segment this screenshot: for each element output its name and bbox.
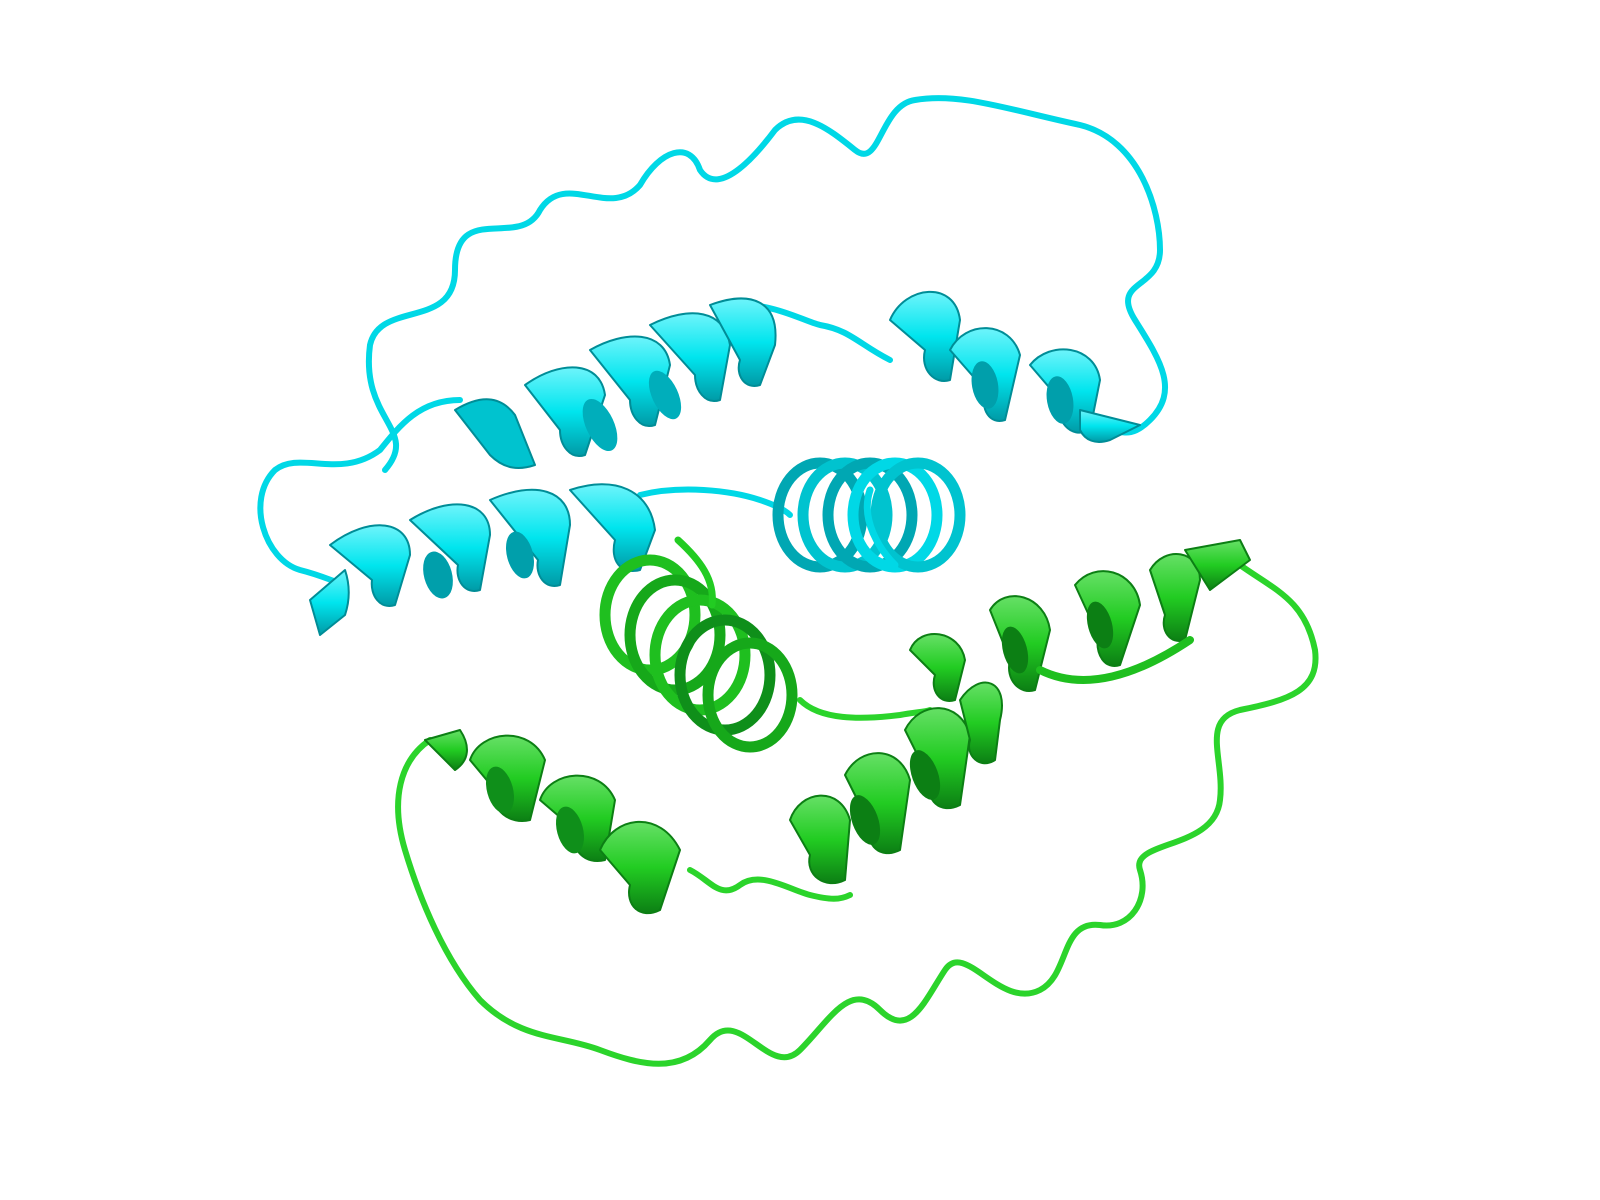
cyan-helix-lower <box>309 483 656 636</box>
green-helix-right-back <box>909 539 1251 702</box>
green-helix-left <box>424 729 681 915</box>
green-outer-loop <box>395 562 1319 1067</box>
green-connector-mid <box>797 697 933 721</box>
cyan-outer-loop <box>365 95 1168 473</box>
green-helix-end-on <box>599 536 798 753</box>
green-connector-bottom <box>687 867 853 902</box>
cyan-helix-upper <box>454 297 777 469</box>
cyan-helix-right <box>889 290 1141 443</box>
chain-green <box>395 536 1319 1067</box>
cyan-helix-end-on <box>772 457 966 573</box>
cyan-left-loop <box>257 397 463 588</box>
cyan-connector-mid <box>637 486 793 518</box>
green-helix-right-front <box>789 681 1003 885</box>
chain-cyan <box>257 95 1168 636</box>
